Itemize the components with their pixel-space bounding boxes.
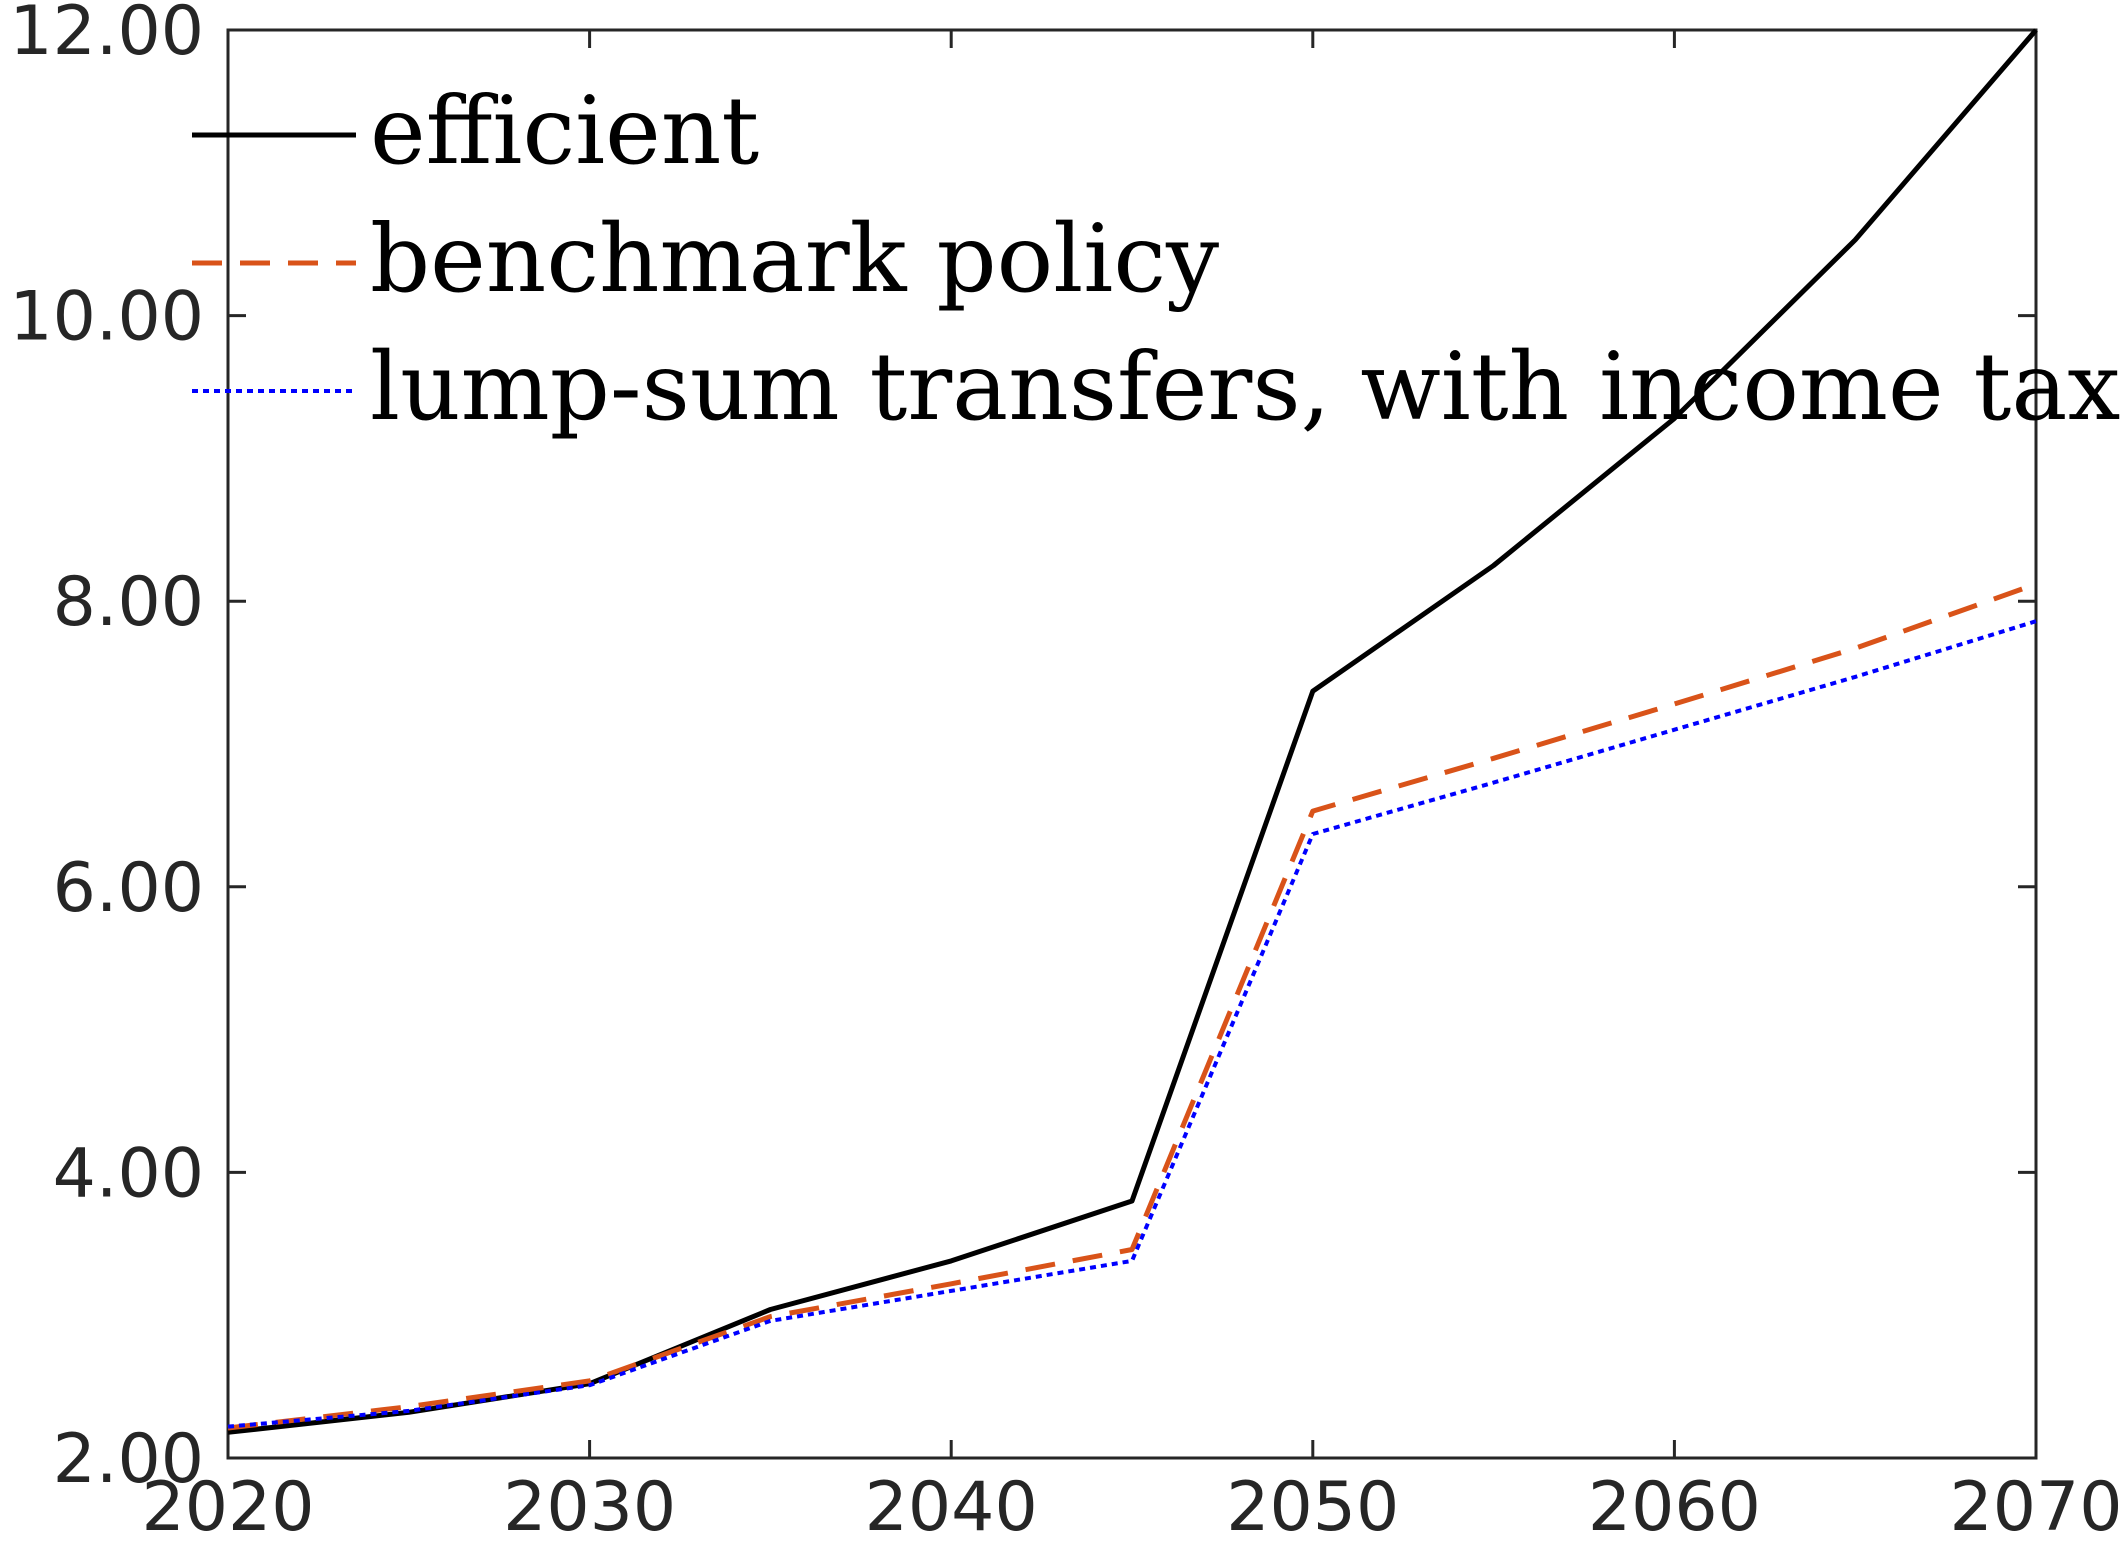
x-tick-label: 2050 xyxy=(1226,1468,1399,1547)
legend: efficient benchmark policy lump-sum transf… xyxy=(192,77,2120,442)
axis-ticks xyxy=(226,28,2038,1460)
series-line-1 xyxy=(227,28,2038,1435)
series-lines xyxy=(227,28,2038,1435)
y-tick-label: 8.00 xyxy=(53,563,204,642)
x-tick-label: 2020 xyxy=(141,1468,314,1547)
legend-label-2: benchmark policy xyxy=(370,205,1219,314)
y-axis-tick-labels: 2.00 4.00 6.00 8.00 10.00 12.00 xyxy=(9,0,204,1499)
x-tick-label: 2070 xyxy=(1949,1468,2122,1547)
legend-label-3: lump-sum transfers, with income tax xyxy=(370,333,2120,442)
x-tick-label: 2040 xyxy=(865,1468,1038,1547)
y-tick-label: 6.00 xyxy=(53,849,204,928)
legend-label-1: efficient xyxy=(370,77,759,186)
y-tick-label: 2.00 xyxy=(53,1420,204,1499)
x-tick-label: 2060 xyxy=(1588,1468,1761,1547)
y-tick-label: 4.00 xyxy=(53,1134,204,1213)
x-axis-tick-labels: 2020 2030 2040 2050 2060 2070 xyxy=(141,1468,2122,1547)
plot-area xyxy=(226,28,2038,1460)
x-tick-label: 2030 xyxy=(503,1468,676,1547)
y-tick-label: 10.00 xyxy=(9,278,204,357)
y-tick-label: 12.00 xyxy=(9,0,204,71)
series-line-2 xyxy=(227,581,2037,1431)
